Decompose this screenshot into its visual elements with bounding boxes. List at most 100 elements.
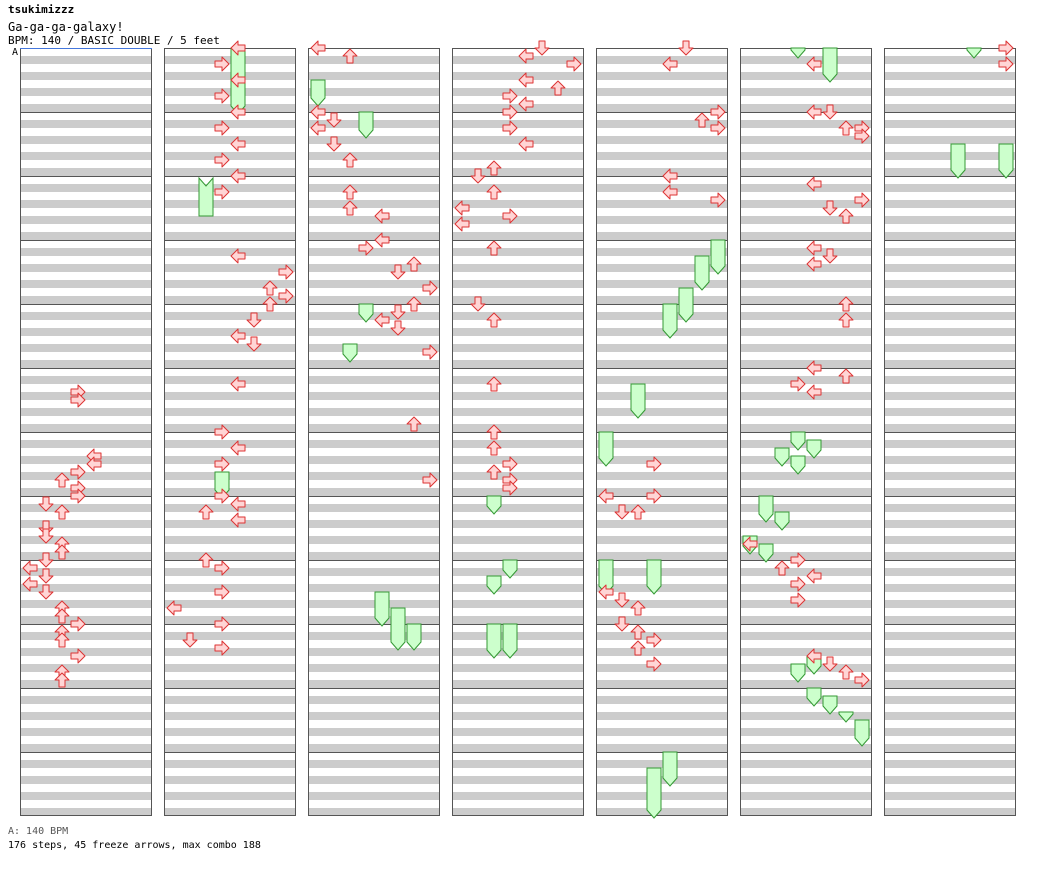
down-arrow-icon: [822, 200, 838, 216]
left-arrow-icon: [22, 560, 38, 576]
chart-panel: [20, 48, 152, 816]
song-title: Ga-ga-ga-galaxy!: [8, 20, 124, 34]
right-arrow-icon: [278, 288, 294, 304]
up-arrow-icon: [54, 632, 70, 648]
right-arrow-icon: [214, 152, 230, 168]
up-arrow-icon: [54, 544, 70, 560]
up-arrow-icon: [342, 152, 358, 168]
freeze-arrow: [966, 47, 982, 59]
up-arrow-icon: [486, 184, 502, 200]
right-arrow-icon: [214, 456, 230, 472]
freeze-arrow: [310, 79, 326, 107]
freeze-arrow: [790, 455, 806, 475]
freeze-arrow: [662, 303, 678, 339]
freeze-arrow: [406, 623, 422, 651]
up-arrow-icon: [630, 504, 646, 520]
right-arrow-icon: [422, 472, 438, 488]
right-arrow-icon: [70, 392, 86, 408]
freeze-arrow: [758, 543, 774, 563]
right-arrow-icon: [278, 264, 294, 280]
right-arrow-icon: [214, 88, 230, 104]
left-arrow-icon: [518, 72, 534, 88]
right-arrow-icon: [502, 104, 518, 120]
right-arrow-icon: [646, 456, 662, 472]
right-arrow-icon: [422, 344, 438, 360]
left-arrow-icon: [806, 104, 822, 120]
right-arrow-icon: [646, 632, 662, 648]
freeze-arrow: [486, 575, 502, 595]
freeze-arrow: [662, 751, 678, 787]
left-arrow-icon: [230, 328, 246, 344]
right-arrow-icon: [998, 56, 1014, 72]
down-arrow-icon: [678, 40, 694, 56]
up-arrow-icon: [406, 296, 422, 312]
right-arrow-icon: [502, 480, 518, 496]
up-arrow-icon: [838, 296, 854, 312]
left-arrow-icon: [374, 232, 390, 248]
left-arrow-icon: [374, 208, 390, 224]
freeze-arrow: [630, 383, 646, 419]
chart-panel: [308, 48, 440, 816]
down-arrow-icon: [614, 504, 630, 520]
chart-panel: [164, 48, 296, 816]
right-arrow-icon: [790, 376, 806, 392]
up-arrow-icon: [486, 312, 502, 328]
freeze-arrow: [822, 47, 838, 83]
right-arrow-icon: [790, 576, 806, 592]
left-arrow-icon: [230, 512, 246, 528]
up-arrow-icon: [630, 624, 646, 640]
left-arrow-icon: [742, 536, 758, 552]
left-arrow-icon: [518, 96, 534, 112]
right-arrow-icon: [214, 488, 230, 504]
chart-panel: [740, 48, 872, 816]
up-arrow-icon: [774, 560, 790, 576]
up-arrow-icon: [550, 80, 566, 96]
down-arrow-icon: [822, 104, 838, 120]
down-arrow-icon: [390, 264, 406, 280]
freeze-arrow: [998, 143, 1014, 179]
right-arrow-icon: [854, 128, 870, 144]
freeze-arrow: [646, 767, 662, 819]
bpm-legend: A: 140 BPM: [8, 826, 69, 837]
freeze-arrow: [502, 559, 518, 579]
up-arrow-icon: [198, 552, 214, 568]
right-arrow-icon: [214, 56, 230, 72]
left-arrow-icon: [598, 584, 614, 600]
right-arrow-icon: [214, 184, 230, 200]
right-arrow-icon: [710, 192, 726, 208]
up-arrow-icon: [486, 440, 502, 456]
down-arrow-icon: [326, 112, 342, 128]
down-arrow-icon: [182, 632, 198, 648]
down-arrow-icon: [38, 528, 54, 544]
freeze-arrow: [486, 623, 502, 659]
down-arrow-icon: [390, 320, 406, 336]
up-arrow-icon: [54, 672, 70, 688]
left-arrow-icon: [662, 184, 678, 200]
left-arrow-icon: [230, 72, 246, 88]
right-arrow-icon: [502, 120, 518, 136]
left-arrow-icon: [230, 440, 246, 456]
left-arrow-icon: [806, 240, 822, 256]
freeze-arrow: [774, 447, 790, 467]
left-arrow-icon: [806, 256, 822, 272]
down-arrow-icon: [470, 168, 486, 184]
left-arrow-icon: [230, 136, 246, 152]
left-arrow-icon: [310, 120, 326, 136]
left-arrow-icon: [22, 576, 38, 592]
down-arrow-icon: [326, 136, 342, 152]
up-arrow-icon: [406, 416, 422, 432]
freeze-arrow: [790, 663, 806, 683]
up-arrow-icon: [198, 504, 214, 520]
left-arrow-icon: [310, 40, 326, 56]
down-arrow-icon: [614, 616, 630, 632]
down-arrow-icon: [822, 656, 838, 672]
down-arrow-icon: [246, 312, 262, 328]
right-arrow-icon: [502, 88, 518, 104]
freeze-arrow: [806, 439, 822, 459]
right-arrow-icon: [70, 464, 86, 480]
freeze-arrow: [486, 495, 502, 515]
down-arrow-icon: [822, 248, 838, 264]
left-arrow-icon: [598, 488, 614, 504]
right-arrow-icon: [646, 488, 662, 504]
